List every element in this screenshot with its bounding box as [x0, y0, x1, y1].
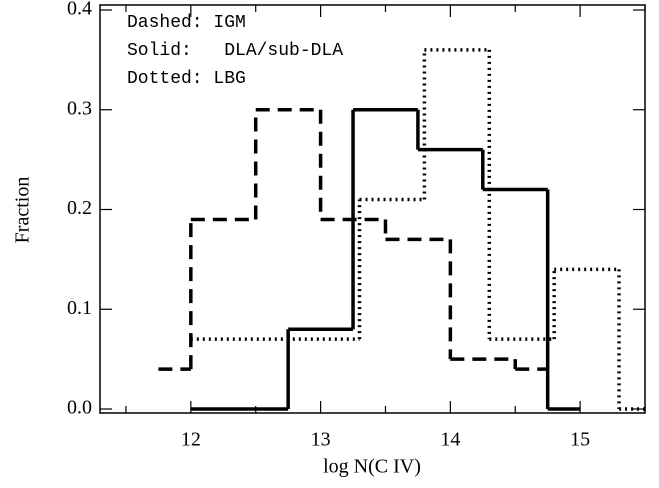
plot-frame [99, 4, 646, 414]
y-tick-label: 0.3 [67, 97, 92, 119]
y-tick-label: 0.4 [67, 0, 92, 20]
legend-note: Solid: DLA/sub-DLA [127, 41, 343, 61]
x-tick-label: 12 [181, 429, 201, 451]
x-tick-label: 13 [311, 429, 331, 451]
y-tick-label: 0.2 [67, 197, 92, 219]
y-tick-label: 0.0 [67, 397, 92, 419]
legend-note: Dotted: LBG [127, 69, 246, 89]
legend-note: Dashed: IGM [127, 13, 246, 33]
y-tick-label: 0.1 [67, 297, 92, 319]
y-axis-label: Fraction [12, 177, 34, 244]
x-tick-label: 14 [440, 429, 460, 451]
x-axis-label: log N(C IV) [323, 456, 421, 478]
x-tick-label: 15 [570, 429, 590, 451]
